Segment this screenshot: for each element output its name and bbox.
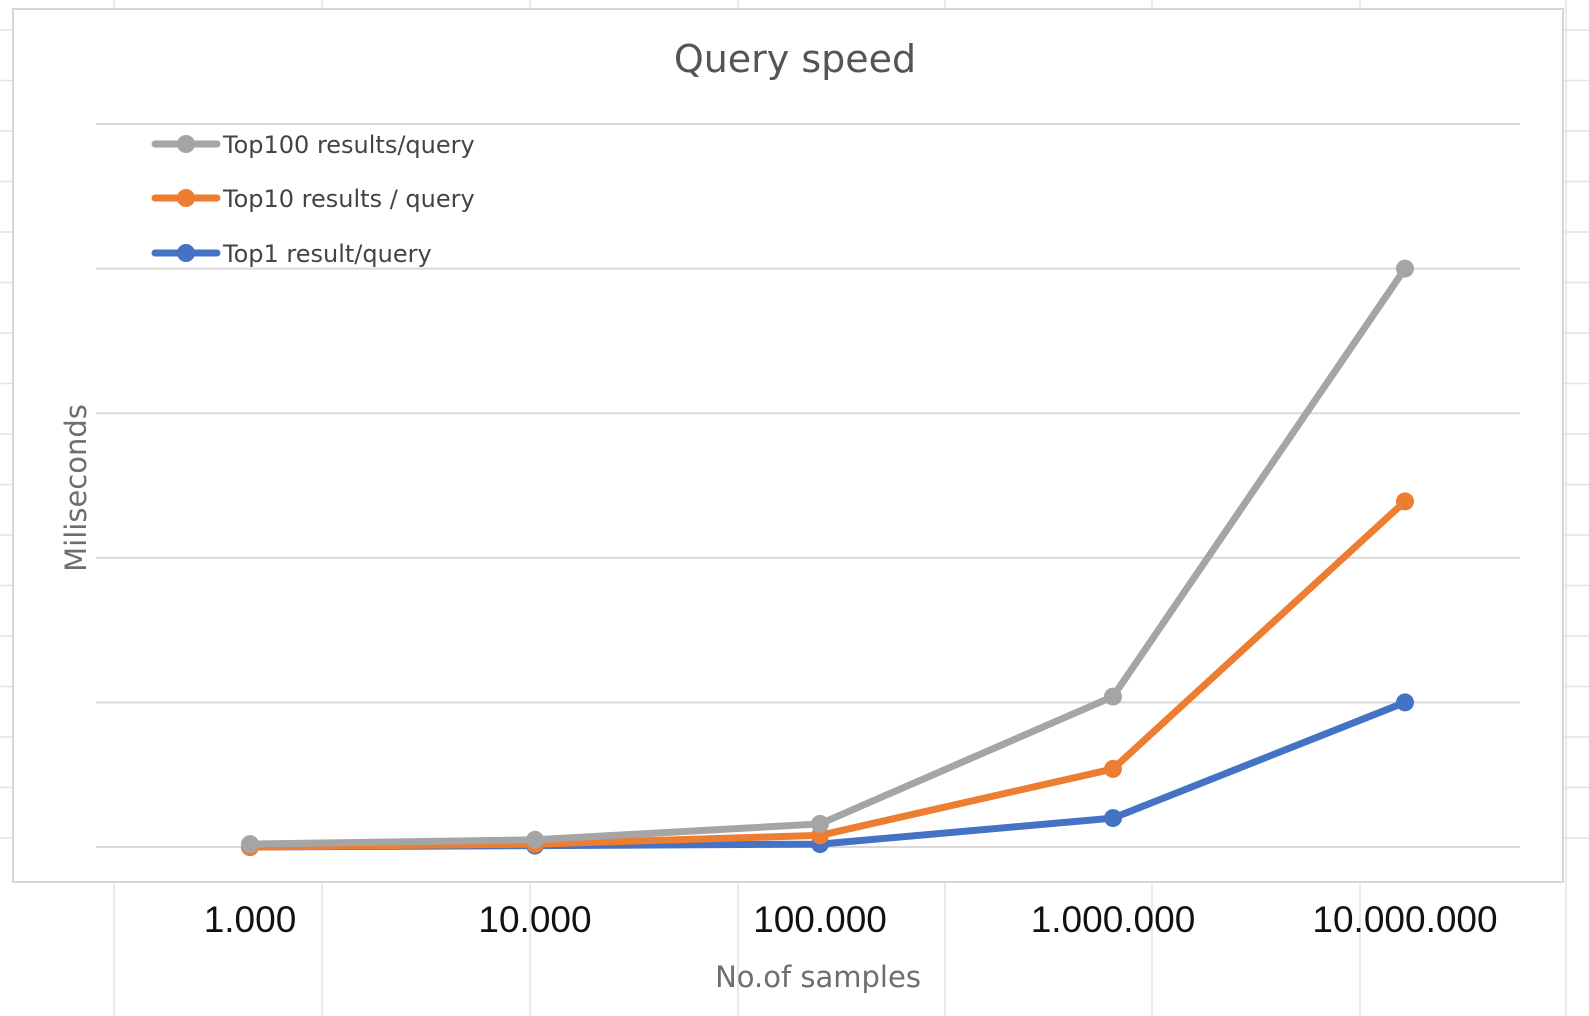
chart-title: Query speed <box>674 37 916 81</box>
x-tick-label: 1.000 <box>204 899 297 940</box>
data-point <box>1396 693 1414 712</box>
data-point <box>1396 259 1414 278</box>
chart-area-border <box>12 8 1564 883</box>
legend-label: Top1 result/query <box>222 240 432 268</box>
legend-swatch-marker <box>177 135 195 153</box>
data-point <box>526 830 544 849</box>
data-point <box>1104 759 1122 778</box>
data-point <box>1104 687 1122 706</box>
x-tick-label: 10.000.000 <box>1312 899 1497 940</box>
legend-swatch-marker <box>177 189 195 207</box>
x-tick-label: 100.000 <box>753 899 887 940</box>
y-axis-label: Miliseconds <box>59 404 93 572</box>
x-tick-label: 1.000.000 <box>1031 899 1196 940</box>
legend: Top100 results/query Top10 results / quer… <box>151 131 475 268</box>
plot-series <box>241 259 1414 856</box>
legend-label: Top10 results / query <box>222 185 475 213</box>
x-tick-label: 10.000 <box>478 899 591 940</box>
data-point <box>1104 809 1122 828</box>
legend-label: Top100 results/query <box>222 131 475 159</box>
data-point <box>241 835 259 854</box>
data-point <box>1396 492 1414 511</box>
data-point <box>811 814 829 833</box>
x-axis-label: No.of samples <box>715 960 921 994</box>
x-tick-labels: 1.000 10.000 100.000 1.000.000 10.000.000 <box>204 899 1498 940</box>
legend-swatch-marker <box>177 244 195 262</box>
